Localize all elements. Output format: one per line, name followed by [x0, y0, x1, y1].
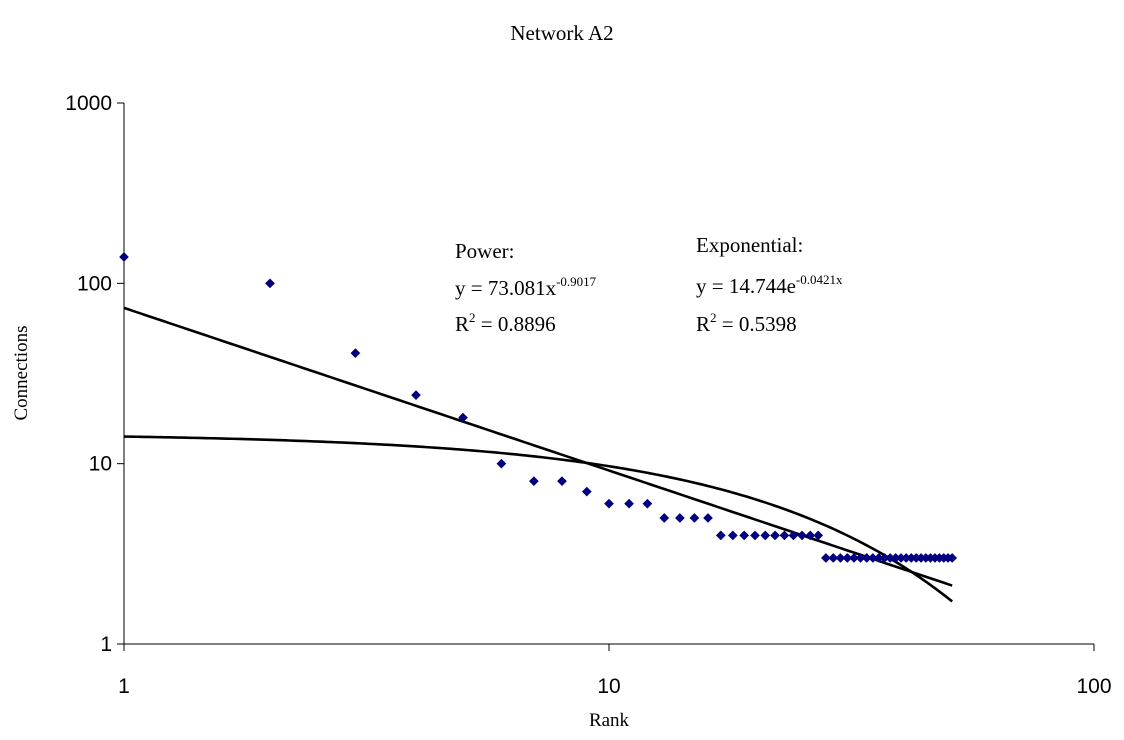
power-r2-value: = 0.8896: [476, 312, 556, 336]
data-point: [642, 498, 653, 509]
y-tick-label: 1: [100, 633, 112, 656]
chart-title: Network A2: [510, 21, 613, 45]
exponential-r2: R2 = 0.5398: [696, 310, 797, 336]
data-point: [689, 512, 700, 523]
power-r2: R2 = 0.8896: [455, 310, 556, 336]
data-point: [770, 530, 781, 541]
data-point: [820, 553, 831, 563]
x-tick-label: 100: [1076, 675, 1111, 698]
y-tick-label: 100: [77, 272, 112, 295]
power-r2-prefix: R: [455, 312, 469, 336]
y-tick-label: 10: [89, 453, 112, 476]
data-point: [788, 530, 799, 541]
trend-lines: [123, 306, 953, 603]
data-point: [750, 530, 760, 541]
exponential-equation-exponent: -0.0421x: [796, 272, 843, 287]
power-label: Power:: [455, 239, 515, 263]
power-r2-sup: 2: [469, 310, 476, 325]
data-point: [557, 476, 567, 487]
data-point: [727, 530, 738, 541]
data-point: [604, 498, 614, 509]
power-equation-exponent: -0.9017: [556, 274, 597, 289]
y-ticks: 1 10 100 1000: [65, 92, 124, 656]
exponential-r2-value: = 0.5398: [717, 312, 797, 336]
data-points: [119, 252, 958, 563]
data-point: [739, 530, 750, 541]
x-tick-label: 1: [118, 675, 130, 698]
data-point: [674, 512, 685, 523]
data-point: [265, 278, 275, 289]
data-point: [703, 512, 713, 523]
data-point: [947, 553, 958, 563]
axes: [123, 103, 1094, 645]
exponential-r2-sup: 2: [710, 310, 717, 325]
data-point: [119, 252, 129, 262]
data-point: [828, 553, 839, 563]
data-point: [842, 553, 853, 563]
exponential-equation: y = 14.744e-0.0421x: [696, 272, 843, 298]
y-tick-label: 1000: [65, 92, 112, 115]
power-annotation: Power: y = 73.081x-0.9017 R2 = 0.8896: [455, 239, 597, 336]
data-point: [805, 530, 816, 541]
data-point: [581, 486, 592, 497]
exponential-r2-prefix: R: [696, 312, 710, 336]
data-point: [797, 530, 807, 541]
x-ticks: 1 10 100: [118, 644, 1112, 698]
data-point: [813, 530, 824, 541]
data-point: [715, 530, 726, 541]
y-axis-title: Connections: [11, 326, 32, 421]
data-point: [528, 476, 539, 487]
data-point: [659, 512, 670, 523]
data-point: [835, 553, 846, 563]
data-point: [760, 530, 771, 541]
exponential-trendline: [123, 435, 953, 603]
data-point: [458, 412, 468, 423]
exponential-label: Exponential:: [696, 233, 803, 257]
exponential-equation-base: y = 14.744e: [696, 274, 796, 298]
data-point: [779, 530, 790, 541]
x-axis-title: Rank: [589, 710, 630, 731]
power-equation-base: y = 73.081x: [455, 276, 557, 300]
exponential-annotation: Exponential: y = 14.744e-0.0421x R2 = 0.…: [696, 233, 843, 336]
data-point: [350, 348, 361, 359]
x-tick-label: 10: [597, 675, 620, 698]
data-point: [624, 498, 635, 509]
data-point: [411, 390, 421, 401]
power-equation: y = 73.081x-0.9017: [455, 274, 597, 300]
data-point: [496, 458, 507, 469]
power-trendline: [123, 306, 953, 587]
